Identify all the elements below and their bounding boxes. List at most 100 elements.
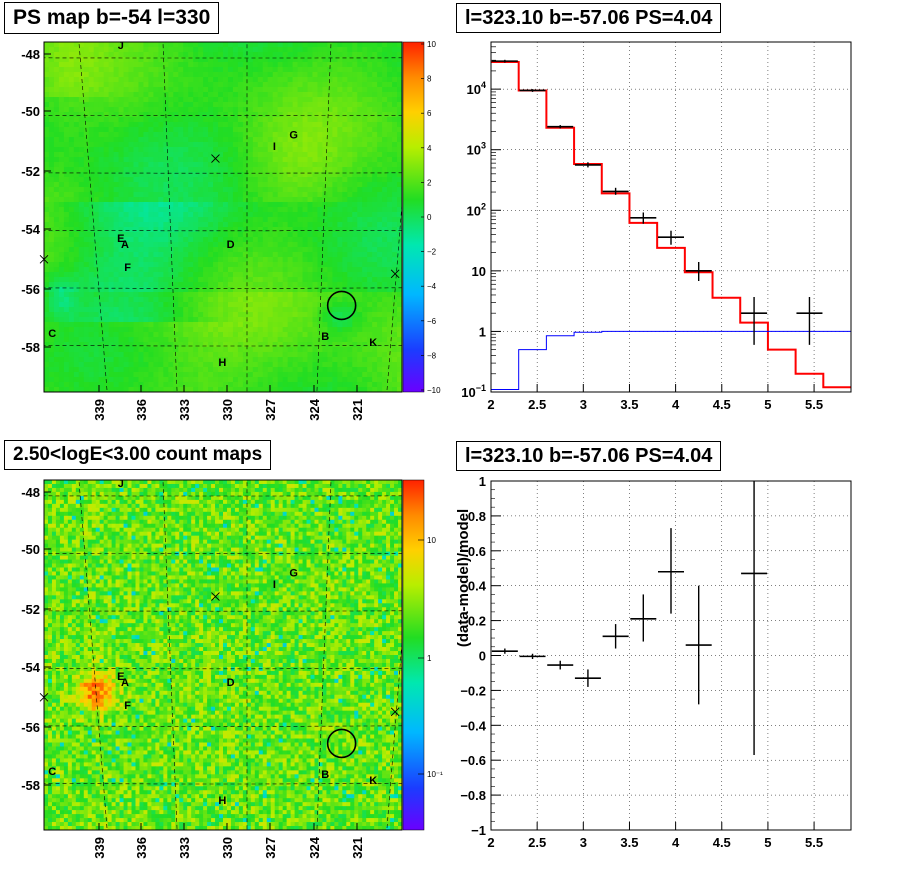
spectrum-frame (490, 41, 852, 393)
ps-map-colorbar-ticks: 10 8 6 4 2 0 −2 −4 −6 −8 −10 (421, 40, 441, 395)
map-top-title: PS map b=-54 l=330 (4, 2, 220, 34)
map-lon-tick-label: 327 (263, 837, 278, 859)
map-lon-tick-label: 330 (220, 837, 235, 859)
map-lon-tick-label: 336 (134, 399, 149, 421)
count-map-markers: J I G EA D F C B K H (39, 478, 400, 807)
spectrum-x-tick-label: 3 (580, 397, 587, 412)
map-lon-tick-label: 339 (92, 837, 107, 859)
spectrum-y-tick-label: 104 (467, 80, 486, 97)
spectrum-bottom-title: l=323.10 b=-57.06 PS=4.04 (456, 441, 722, 471)
target-circle-marker (326, 290, 357, 321)
colorbar-tick-label: −2 (427, 248, 437, 257)
spectrum-axes: 2 2.5 3 3.5 4 4.5 5 5.5 10−1 1 10 102 103 104 (461, 41, 823, 412)
map-bottom-title: 2.50<logE<3.00 count maps (4, 440, 272, 470)
residual-y-tick-label: −0.2 (460, 683, 486, 698)
ps-map-markers: J I G EA D F C B K H (39, 40, 400, 369)
map-lon-tick-label: 324 (307, 836, 322, 858)
spectrum-x-tick-label: 3.5 (620, 397, 638, 412)
colorbar-tick-label: 10 (427, 536, 436, 545)
residual-y-tick-label: 0 (479, 649, 486, 664)
source-label-K: K (369, 775, 377, 787)
source-label-E: E (117, 671, 124, 683)
map-lon-tick-label: 324 (307, 398, 322, 420)
source-label-I: I (273, 579, 276, 591)
map-lon-tick-label: 330 (220, 399, 235, 421)
map-lat-tick-label: -58 (21, 778, 40, 793)
residual-x-tick-label: 4.5 (713, 835, 731, 850)
source-cross-marker (211, 592, 220, 601)
residual-y-tick-label: 0.2 (468, 614, 486, 629)
count-map-axes: -48 -50 -52 -54 -56 -58 339 336 333 330 327 324 321 (21, 485, 365, 859)
residual-y-axis-label: (data-model)/model (455, 509, 472, 647)
latitude-gridline (44, 667, 402, 670)
residual-axes: 2 2.5 3 3.5 4 4.5 5 5.5 1 0.8 0.6 0.4 0.2 0 −0.2 −0.4 −0… (460, 474, 823, 850)
map-lat-tick-label: -50 (21, 542, 40, 557)
spectrum-x-tick-label: 2 (487, 397, 494, 412)
map-lon-tick-label: 321 (350, 399, 365, 421)
count-map-pixels (44, 480, 402, 830)
source-label-C: C (48, 328, 56, 340)
spectrum-y-tick-label: 103 (467, 141, 486, 158)
source-label-D: D (227, 239, 235, 251)
residual-x-tick-label: 5.5 (805, 835, 823, 850)
source-label-F: F (124, 700, 131, 712)
source-label-J: J (118, 40, 124, 52)
residual-y-tick-label: −1 (471, 823, 486, 838)
source-label-A: A (121, 677, 129, 689)
residual-y-tick-label: 0.4 (468, 579, 487, 594)
colorbar-tick-label: −6 (427, 317, 437, 326)
map-lat-tick-label: -54 (21, 660, 41, 675)
residual-y-tick-label: 1 (479, 474, 486, 489)
residual-y-tick-label: 0.8 (468, 509, 486, 524)
colorbar-tick-label: 10 (427, 40, 436, 49)
map-lon-tick-label: 327 (263, 399, 278, 421)
source-label-J: J (118, 478, 124, 490)
latitude-gridline (44, 229, 402, 232)
colorbar-tick-label: −10 (427, 386, 441, 395)
latitude-gridline (44, 782, 402, 785)
residual-series (491, 481, 768, 755)
source-label-D: D (227, 677, 235, 689)
ps-map-colorbar (402, 41, 425, 393)
map-lat-tick-label: -52 (21, 602, 40, 617)
map-lat-tick-label: -50 (21, 104, 40, 119)
ps-map-axes: -48 -50 -52 -54 -56 -58 339 336 333 330 327 324 321 (21, 47, 365, 421)
source-label-F: F (124, 262, 131, 274)
source-label-H: H (218, 795, 226, 807)
map-lat-tick-label: -52 (21, 164, 40, 179)
colorbar-tick-label: 0 (427, 213, 432, 222)
spectrum-x-tick-label: 5.5 (805, 397, 823, 412)
residual-x-tick-label: 2 (487, 835, 494, 850)
source-cross-marker (390, 707, 400, 717)
colorbar-tick-label: −4 (427, 282, 437, 291)
spectrum-series (491, 59, 851, 390)
colorbar-tick-label: 2 (427, 178, 432, 187)
ps-map-coordinate-grid (44, 42, 402, 392)
target-circle-marker (326, 728, 357, 759)
residual-x-tick-label: 4 (672, 835, 680, 850)
source-label-I: I (273, 141, 276, 153)
residual-y-tick-label: −0.4 (460, 718, 486, 733)
source-cross-marker (390, 269, 400, 279)
count-map-panel: J I G EA D F C B K H -48 -50 -52 -54 -56 -58 339 336 333 3… (21, 478, 443, 859)
latitude-gridline (44, 725, 402, 727)
ps-map-pixels (44, 42, 402, 392)
source-label-G: G (289, 567, 298, 579)
source-label-H: H (218, 357, 226, 369)
spectrum-x-tick-label: 5 (764, 397, 771, 412)
spectrum-model-blue-histogram (491, 330, 851, 390)
spectrum-y-tick-label: 10−1 (461, 383, 486, 400)
source-label-B: B (321, 769, 329, 781)
count-map-colorbar-ticks: 10 1 10⁻¹ (418, 536, 443, 779)
spectrum-plot-area (491, 42, 851, 392)
map-lat-tick-label: -56 (21, 720, 40, 735)
source-label-E: E (117, 233, 124, 245)
source-label-A: A (121, 239, 129, 251)
source-cross-marker (211, 154, 220, 163)
map-lon-tick-label: 333 (177, 837, 192, 859)
source-label-K: K (369, 337, 377, 349)
residual-y-tick-label: −0.6 (460, 753, 486, 768)
ps-map-panel: J I G EA D F C B K H -48 -50 -52 -54 -56 -58 339 336 333 3… (21, 40, 441, 421)
map-lon-tick-label: 339 (92, 399, 107, 421)
